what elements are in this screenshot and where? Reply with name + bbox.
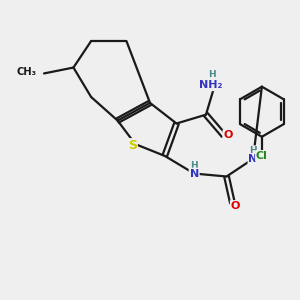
Text: N: N: [248, 154, 258, 164]
Text: H: H: [190, 161, 198, 170]
Text: CH₃: CH₃: [16, 67, 37, 77]
Text: H: H: [249, 146, 257, 155]
Text: O: O: [223, 130, 233, 140]
Text: S: S: [128, 139, 137, 152]
Text: O: O: [231, 201, 240, 211]
Text: H: H: [208, 70, 216, 79]
Text: Cl: Cl: [256, 151, 268, 161]
Text: NH₂: NH₂: [199, 80, 222, 90]
Text: N: N: [190, 169, 199, 178]
